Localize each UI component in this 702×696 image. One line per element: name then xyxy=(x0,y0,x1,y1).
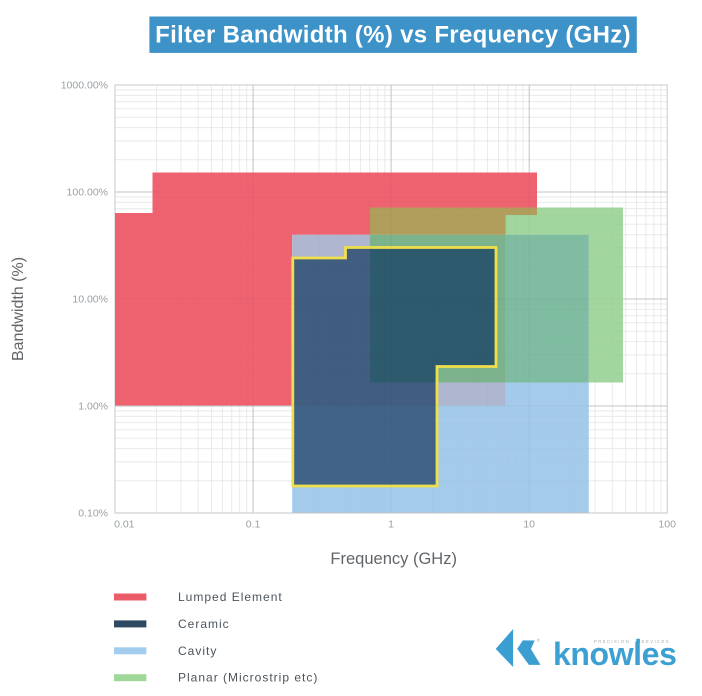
svg-text:DEVICES: DEVICES xyxy=(642,639,671,644)
svg-text:0.01: 0.01 xyxy=(114,519,135,531)
svg-text:10.00%: 10.00% xyxy=(72,294,108,306)
svg-text:10: 10 xyxy=(523,519,535,531)
svg-text:0.10%: 0.10% xyxy=(78,508,108,520)
svg-text:1.00%: 1.00% xyxy=(78,401,108,413)
svg-text:Lumped Element: Lumped Element xyxy=(178,590,283,604)
svg-text:Bandwidth (%): Bandwidth (%) xyxy=(10,257,27,361)
svg-text:0.1: 0.1 xyxy=(246,519,261,531)
svg-text:®: ® xyxy=(537,637,541,643)
svg-text:Frequency (GHz): Frequency (GHz) xyxy=(330,550,457,568)
svg-text:PRECISION: PRECISION xyxy=(594,639,630,644)
svg-text:100.00%: 100.00% xyxy=(67,187,108,199)
svg-text:Filter Bandwidth (%) vs Freque: Filter Bandwidth (%) vs Frequency (GHz) xyxy=(155,22,631,49)
svg-text:1: 1 xyxy=(388,519,394,531)
svg-text:knowles: knowles xyxy=(553,636,676,672)
svg-text:100: 100 xyxy=(658,519,676,531)
svg-text:Cavity: Cavity xyxy=(178,644,217,658)
svg-text:Ceramic: Ceramic xyxy=(178,617,230,631)
svg-text:1000.00%: 1000.00% xyxy=(61,80,108,92)
svg-text:Planar (Microstrip etc): Planar (Microstrip etc) xyxy=(178,671,318,685)
